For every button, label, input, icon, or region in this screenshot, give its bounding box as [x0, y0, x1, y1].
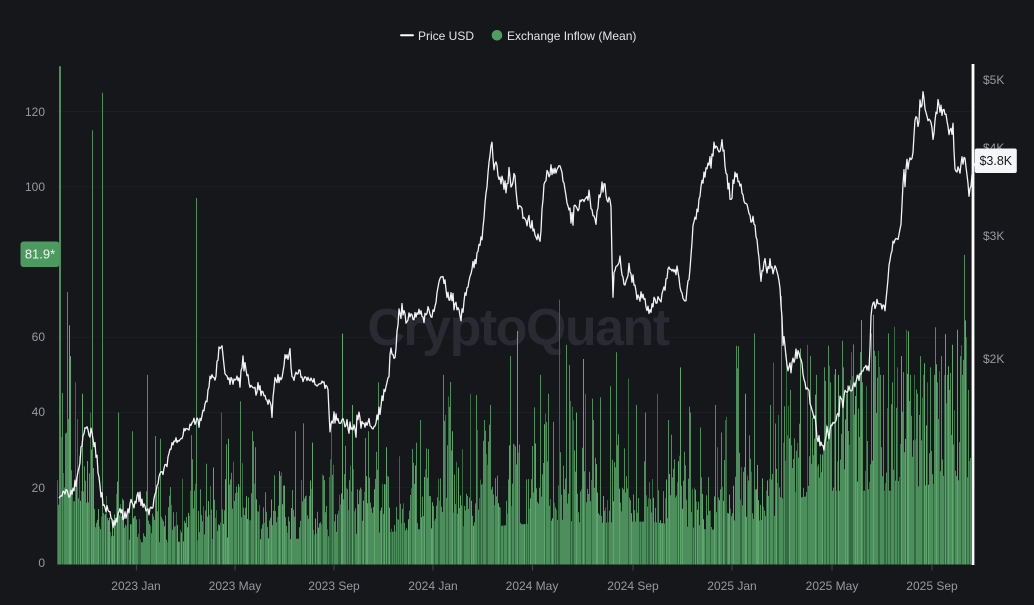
svg-text:2023 Sep: 2023 Sep [308, 579, 360, 593]
svg-text:100: 100 [25, 180, 45, 194]
svg-text:CryptoQuant: CryptoQuant [367, 299, 669, 357]
svg-text:2024 May: 2024 May [506, 579, 559, 593]
svg-text:40: 40 [32, 405, 46, 419]
svg-text:2023 Jan: 2023 Jan [111, 579, 160, 593]
svg-text:Price USD: Price USD [418, 29, 474, 43]
svg-text:$3K: $3K [983, 229, 1004, 243]
svg-text:2024 Sep: 2024 Sep [607, 579, 659, 593]
svg-text:60: 60 [32, 330, 46, 344]
svg-text:2025 Sep: 2025 Sep [906, 579, 958, 593]
svg-text:2025 May: 2025 May [806, 579, 859, 593]
svg-text:$3.8K: $3.8K [979, 154, 1012, 168]
svg-text:$2K: $2K [983, 352, 1004, 366]
svg-text:20: 20 [32, 481, 46, 495]
svg-text:$5K: $5K [983, 73, 1004, 87]
svg-text:2023 May: 2023 May [209, 579, 262, 593]
svg-text:120: 120 [25, 105, 45, 119]
svg-text:0: 0 [38, 556, 45, 570]
svg-text:81.9*: 81.9* [25, 247, 55, 262]
svg-text:2024 Jan: 2024 Jan [408, 579, 457, 593]
svg-text:Exchange Inflow (Mean): Exchange Inflow (Mean) [507, 29, 636, 43]
svg-text:2025 Jan: 2025 Jan [707, 579, 756, 593]
